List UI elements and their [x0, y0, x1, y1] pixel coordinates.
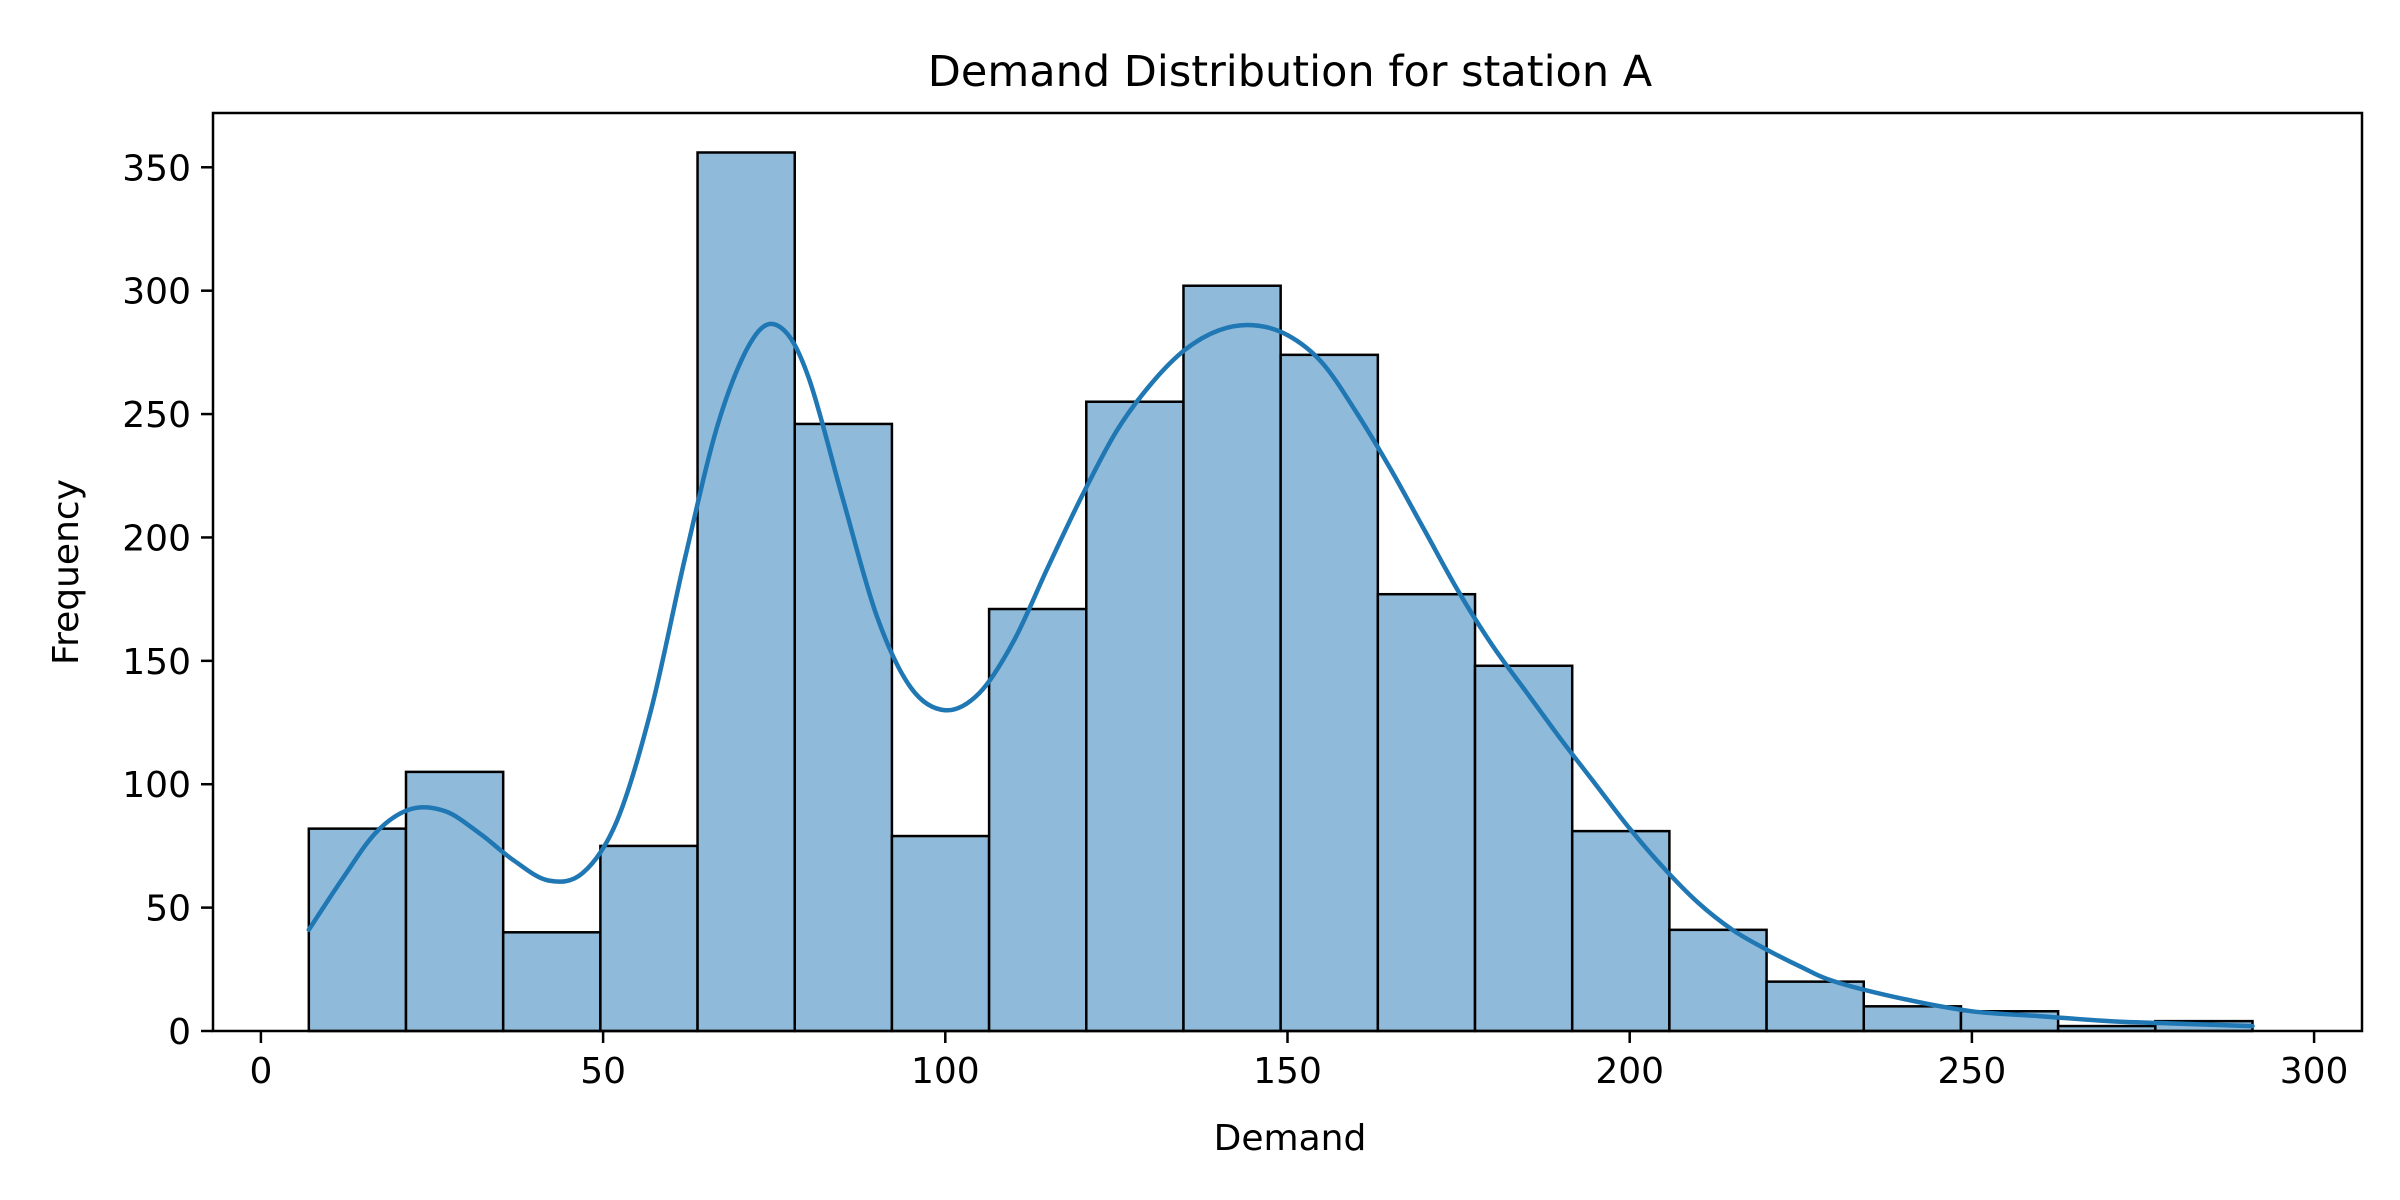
histogram-bar	[503, 932, 600, 1031]
histogram-bar	[1864, 1006, 1961, 1031]
chart-title: Demand Distribution for station A	[928, 47, 1653, 97]
x-tick-label: 50	[580, 1051, 626, 1092]
x-tick-label: 0	[249, 1051, 272, 1092]
histogram-bar	[892, 836, 989, 1031]
y-tick-label: 200	[122, 518, 191, 559]
histogram-bar	[600, 846, 697, 1031]
histogram-bar	[698, 152, 795, 1031]
x-axis-label: Demand	[1214, 1118, 1367, 1159]
y-tick-label: 250	[122, 395, 191, 436]
y-tick-label: 0	[168, 1012, 191, 1053]
histogram-bar	[1086, 402, 1183, 1031]
y-tick-label: 350	[122, 148, 191, 189]
y-axis-label: Frequency	[46, 479, 87, 665]
histogram-bar	[1281, 355, 1378, 1031]
histogram-bar	[406, 772, 503, 1031]
x-tick-label: 250	[1938, 1051, 2007, 1092]
y-tick-label: 100	[122, 765, 191, 806]
y-tick-label: 150	[122, 642, 191, 683]
histogram-bar	[989, 609, 1086, 1031]
histogram-bar	[795, 424, 892, 1031]
y-tick-label: 50	[145, 889, 191, 930]
x-tick-label: 200	[1595, 1051, 1664, 1092]
histogram-bar	[1767, 982, 1864, 1031]
y-tick-label: 300	[122, 272, 191, 313]
histogram-bar	[1183, 286, 1280, 1031]
x-tick-label: 100	[911, 1051, 980, 1092]
histogram-bar	[1378, 594, 1475, 1031]
x-tick-label: 150	[1253, 1051, 1322, 1092]
x-tick-label: 300	[2280, 1051, 2349, 1092]
histogram-bar	[1475, 666, 1572, 1031]
histogram-bar	[1669, 930, 1766, 1031]
